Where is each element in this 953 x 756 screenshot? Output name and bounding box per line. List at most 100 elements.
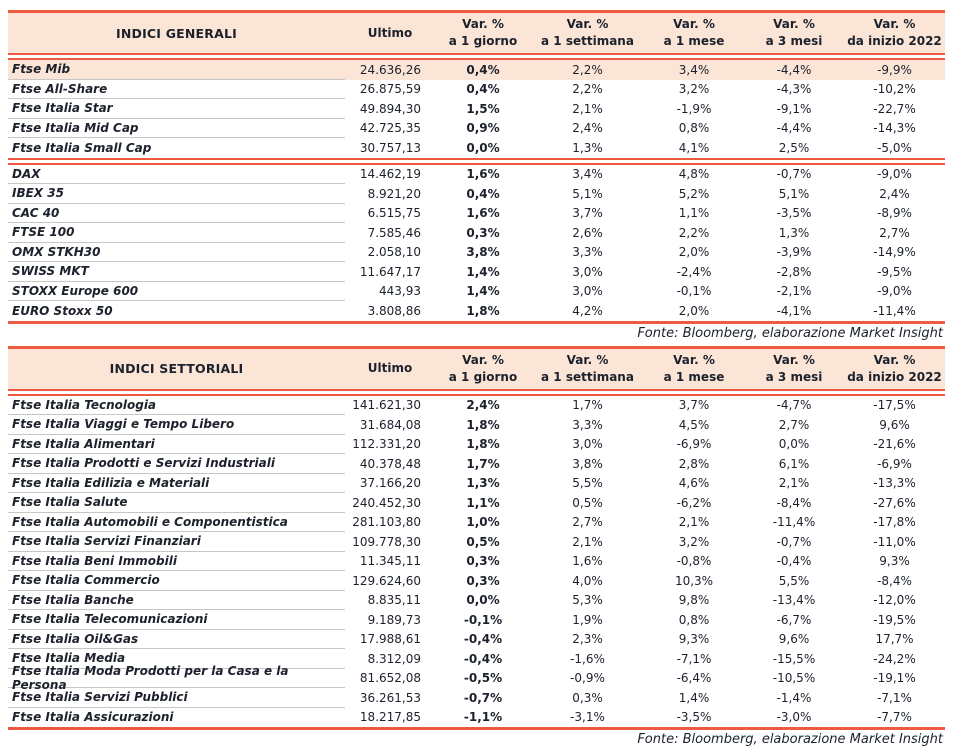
table-row: Ftse Italia Telecomunicazioni 9.189,73 -0,… bbox=[8, 610, 945, 630]
var-3-mesi-value: 2,5% bbox=[778, 140, 810, 155]
ultimo-value: 24.636,26 bbox=[359, 62, 421, 77]
var-1-settimana-value: 3,3% bbox=[572, 245, 603, 260]
index-name: Ftse Italia Servizi Pubblici bbox=[8, 688, 345, 708]
index-name: Ftse Italia Moda Prodotti per la Casa e … bbox=[8, 664, 345, 692]
var-inizio-2022-value: -6,9% bbox=[877, 456, 912, 471]
var-1-giorno-value: -0,1% bbox=[463, 612, 503, 627]
var-1-giorno-value: 0,5% bbox=[466, 534, 500, 549]
index-name: STOXX Europe 600 bbox=[8, 282, 345, 301]
var-1-settimana-value: 2,4% bbox=[572, 121, 603, 136]
accent-line-single bbox=[8, 727, 945, 730]
var-1-giorno-value: 0,3% bbox=[466, 225, 500, 240]
column-header-var-3-mesi: Var. % a 3 mesi bbox=[744, 13, 844, 53]
var-3-mesi-value: 5,5% bbox=[778, 573, 810, 588]
table-row: FTSE 100 7.585,46 0,3% 2,6% 2,2% 1,3% 2,7% bbox=[8, 223, 945, 243]
var-1-settimana-value: 5,5% bbox=[572, 476, 603, 491]
var-3-mesi-value: -2,1% bbox=[776, 284, 812, 299]
table-header: INDICI SETTORIALI Ultimo Var. % a 1 giorno V… bbox=[8, 348, 945, 389]
column-header-line1: Var. % bbox=[773, 17, 815, 31]
column-header-var-inizio-2022: Var. % da inizio 2022 bbox=[844, 13, 945, 53]
var-3-mesi-value: -3,0% bbox=[776, 710, 812, 725]
var-3-mesi-value: 2,1% bbox=[778, 476, 810, 491]
column-header-line2: a 3 mesi bbox=[765, 369, 823, 384]
column-header-line2: a 1 mese bbox=[663, 34, 725, 48]
var-inizio-2022-value: -5,0% bbox=[877, 140, 912, 155]
column-header-line1: Var. % bbox=[673, 352, 715, 367]
var-3-mesi-value: 5,1% bbox=[778, 186, 810, 201]
ultimo-value: 11.345,11 bbox=[359, 554, 421, 569]
var-1-settimana-value: -3,1% bbox=[570, 710, 605, 725]
column-header-var-1-mese: Var. % a 1 mese bbox=[644, 13, 744, 53]
var-1-giorno-value: 1,6% bbox=[466, 206, 500, 221]
column-header-line2: da inizio 2022 bbox=[847, 369, 942, 384]
table-header: INDICI GENERALI Ultimo Var. % a 1 giorno Var… bbox=[8, 13, 945, 53]
index-name: OMX STKH30 bbox=[8, 243, 345, 262]
var-1-giorno-value: 1,5% bbox=[466, 101, 500, 116]
var-1-mese-value: -0,1% bbox=[676, 284, 712, 299]
ultimo-value: 8.312,09 bbox=[367, 651, 421, 666]
var-1-mese-value: 3,2% bbox=[678, 82, 710, 97]
var-1-mese-value: 2,1% bbox=[678, 515, 710, 530]
index-name: Ftse Italia Commercio bbox=[8, 571, 345, 591]
table-row: STOXX Europe 600 443,93 1,4% 3,0% -0,1% -2,1%… bbox=[8, 282, 945, 301]
table-row: Ftse Italia Assicurazioni 18.217,85 -1,1% -… bbox=[8, 708, 945, 728]
table-row: Ftse Italia Beni Immobili 11.345,11 0,3% 1,… bbox=[8, 552, 945, 571]
var-1-giorno-value: 1,3% bbox=[466, 476, 500, 491]
var-1-mese-value: -3,5% bbox=[676, 710, 712, 725]
table-indici-settoriali: INDICI SETTORIALI Ultimo Var. % a 1 giorno V… bbox=[8, 345, 945, 730]
index-name: Ftse Italia Salute bbox=[8, 493, 345, 513]
var-1-giorno-value: 1,8% bbox=[466, 417, 500, 432]
index-name: Ftse Italia Prodotti e Servizi Industria… bbox=[8, 454, 345, 474]
index-name: Ftse Italia Servizi Finanziari bbox=[8, 532, 345, 552]
var-3-mesi-value: -8,4% bbox=[776, 495, 812, 510]
table-row: IBEX 35 8.921,20 0,4% 5,1% 5,2% 5,1% 2,4% bbox=[8, 184, 945, 204]
column-header-line1: Var. % bbox=[873, 17, 916, 31]
var-1-settimana-value: 4,2% bbox=[572, 303, 603, 318]
table-title: INDICI GENERALI bbox=[115, 25, 238, 41]
var-1-giorno-value: 1,7% bbox=[466, 456, 500, 471]
ultimo-value: 112.331,20 bbox=[352, 437, 421, 452]
ultimo-value: 8.921,20 bbox=[367, 186, 421, 201]
var-1-mese-value: 9,8% bbox=[678, 593, 710, 608]
var-1-settimana-value: 3,7% bbox=[572, 206, 603, 221]
ultimo-value: 49.894,30 bbox=[359, 101, 421, 116]
ultimo-value: 18.217,85 bbox=[359, 710, 421, 725]
table-row: Ftse Mib 24.636,26 0,4% 2,2% 3,4% -4,4% -9,9% bbox=[8, 60, 945, 80]
var-inizio-2022-value: -9,5% bbox=[877, 264, 912, 279]
ultimo-value: 31.684,08 bbox=[359, 417, 421, 432]
table-row: Ftse Italia Servizi Pubblici 36.261,53 -0,… bbox=[8, 688, 945, 708]
index-name: Ftse All-Share bbox=[8, 80, 345, 99]
var-inizio-2022-value: -7,7% bbox=[877, 710, 912, 725]
var-1-giorno-value: -0,4% bbox=[463, 632, 503, 647]
accent-line-double bbox=[8, 53, 945, 60]
var-1-settimana-value: 2,1% bbox=[572, 534, 603, 549]
var-1-mese-value: 9,3% bbox=[678, 632, 710, 647]
var-3-mesi-value: 0,0% bbox=[778, 437, 810, 452]
var-1-giorno-value: 1,4% bbox=[466, 264, 500, 279]
index-name: Ftse Italia Viaggi e Tempo Libero bbox=[8, 415, 345, 435]
var-inizio-2022-value: 2,7% bbox=[879, 225, 910, 240]
source-note: Fonte: Bloomberg, elaborazione Market In… bbox=[637, 732, 943, 747]
var-1-settimana-value: 3,8% bbox=[572, 456, 603, 471]
index-name: Ftse Italia Automobili e Componentistica bbox=[8, 513, 345, 532]
var-inizio-2022-value: -9,0% bbox=[877, 284, 912, 299]
column-header-line1: Var. % bbox=[773, 352, 815, 367]
var-3-mesi-value: -4,3% bbox=[776, 82, 812, 97]
var-3-mesi-value: -4,4% bbox=[776, 62, 812, 77]
ultimo-value: 129.624,60 bbox=[352, 573, 421, 588]
var-1-giorno-value: -0,7% bbox=[463, 690, 503, 705]
var-1-settimana-value: 4,0% bbox=[572, 573, 603, 588]
report-page: INDICI GENERALI Ultimo Var. % a 1 giorno Var… bbox=[8, 10, 945, 752]
table-row: CAC 40 6.515,75 1,6% 3,7% 1,1% -3,5% -8,9% bbox=[8, 204, 945, 223]
index-name: Ftse Italia Assicurazioni bbox=[12, 710, 174, 725]
var-1-mese-value: 2,8% bbox=[678, 456, 710, 471]
ultimo-value: 30.757,13 bbox=[359, 140, 421, 155]
table-row: OMX STKH30 2.058,10 3,8% 3,3% 2,0% -3,9% -14,9… bbox=[8, 243, 945, 262]
var-3-mesi-value: -3,5% bbox=[776, 206, 812, 221]
accent-line-double bbox=[8, 388, 945, 396]
table-row: Ftse Italia Media 8.312,09 -0,4% -1,6% -7,1%… bbox=[8, 649, 945, 669]
var-3-mesi-value: -0,7% bbox=[776, 534, 812, 549]
var-inizio-2022-value: -8,9% bbox=[877, 206, 912, 221]
index-name: IBEX 35 bbox=[8, 184, 345, 204]
var-1-settimana-value: 0,3% bbox=[572, 690, 603, 705]
